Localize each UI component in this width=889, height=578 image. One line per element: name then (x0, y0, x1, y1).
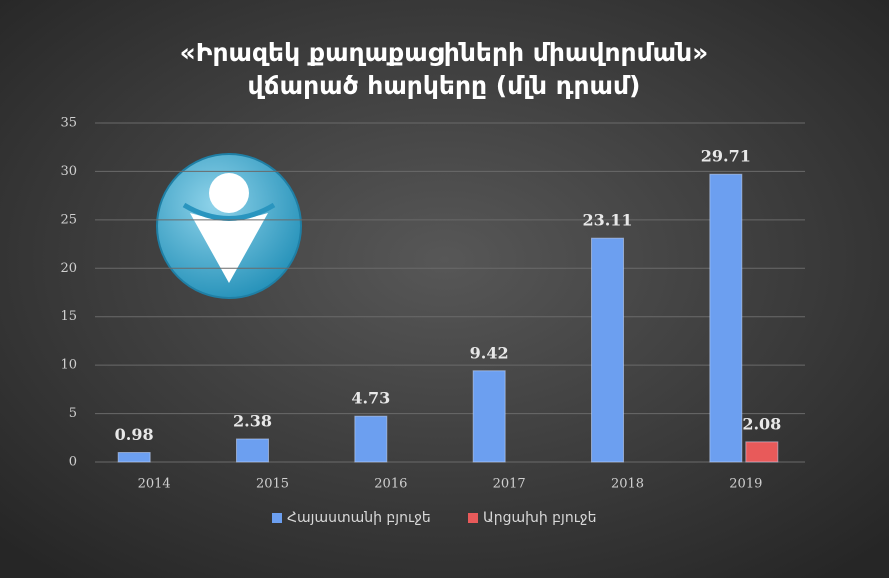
x-tick-label: 2018 (611, 477, 644, 492)
bar (591, 237, 624, 463)
bar (236, 438, 269, 463)
data-label: 9.42 (470, 343, 509, 362)
chart-title: «Իրազեկ քաղաքացիների միավորման» (180, 38, 709, 67)
legend-label: Արցախի բյուջե (483, 510, 597, 526)
y-tick-label: 25 (60, 212, 77, 227)
bar (709, 173, 743, 463)
data-label: 0.98 (115, 425, 154, 444)
bar (472, 370, 506, 463)
x-tick-label: 2016 (374, 477, 407, 492)
data-label: 29.71 (701, 147, 751, 166)
legend-swatch (468, 513, 478, 523)
bar (354, 415, 388, 463)
legend-swatch (272, 513, 282, 523)
y-tick-label: 35 (60, 116, 77, 131)
x-tick-label: 2015 (256, 477, 289, 492)
data-label: 2.08 (742, 414, 781, 433)
x-tick-label: 2017 (493, 477, 526, 492)
data-label: 4.73 (351, 389, 390, 408)
x-tick-label: 2019 (729, 477, 762, 492)
data-label: 23.11 (582, 211, 632, 230)
y-tick-label: 0 (69, 455, 77, 470)
x-tick-label: 2014 (138, 477, 171, 492)
data-label: 2.38 (233, 411, 272, 430)
y-tick-label: 5 (69, 406, 77, 421)
y-tick-label: 20 (60, 261, 77, 276)
legend-label: Հայաստանի բյուջե (287, 510, 431, 526)
chart-title: վճարած հարկերը (մլն դրամ) (248, 71, 641, 100)
bar (745, 441, 779, 463)
y-tick-label: 10 (60, 358, 77, 373)
y-tick-label: 30 (60, 164, 77, 179)
logo-icon (156, 153, 302, 299)
y-tick-label: 15 (60, 309, 77, 324)
bar (117, 452, 151, 463)
